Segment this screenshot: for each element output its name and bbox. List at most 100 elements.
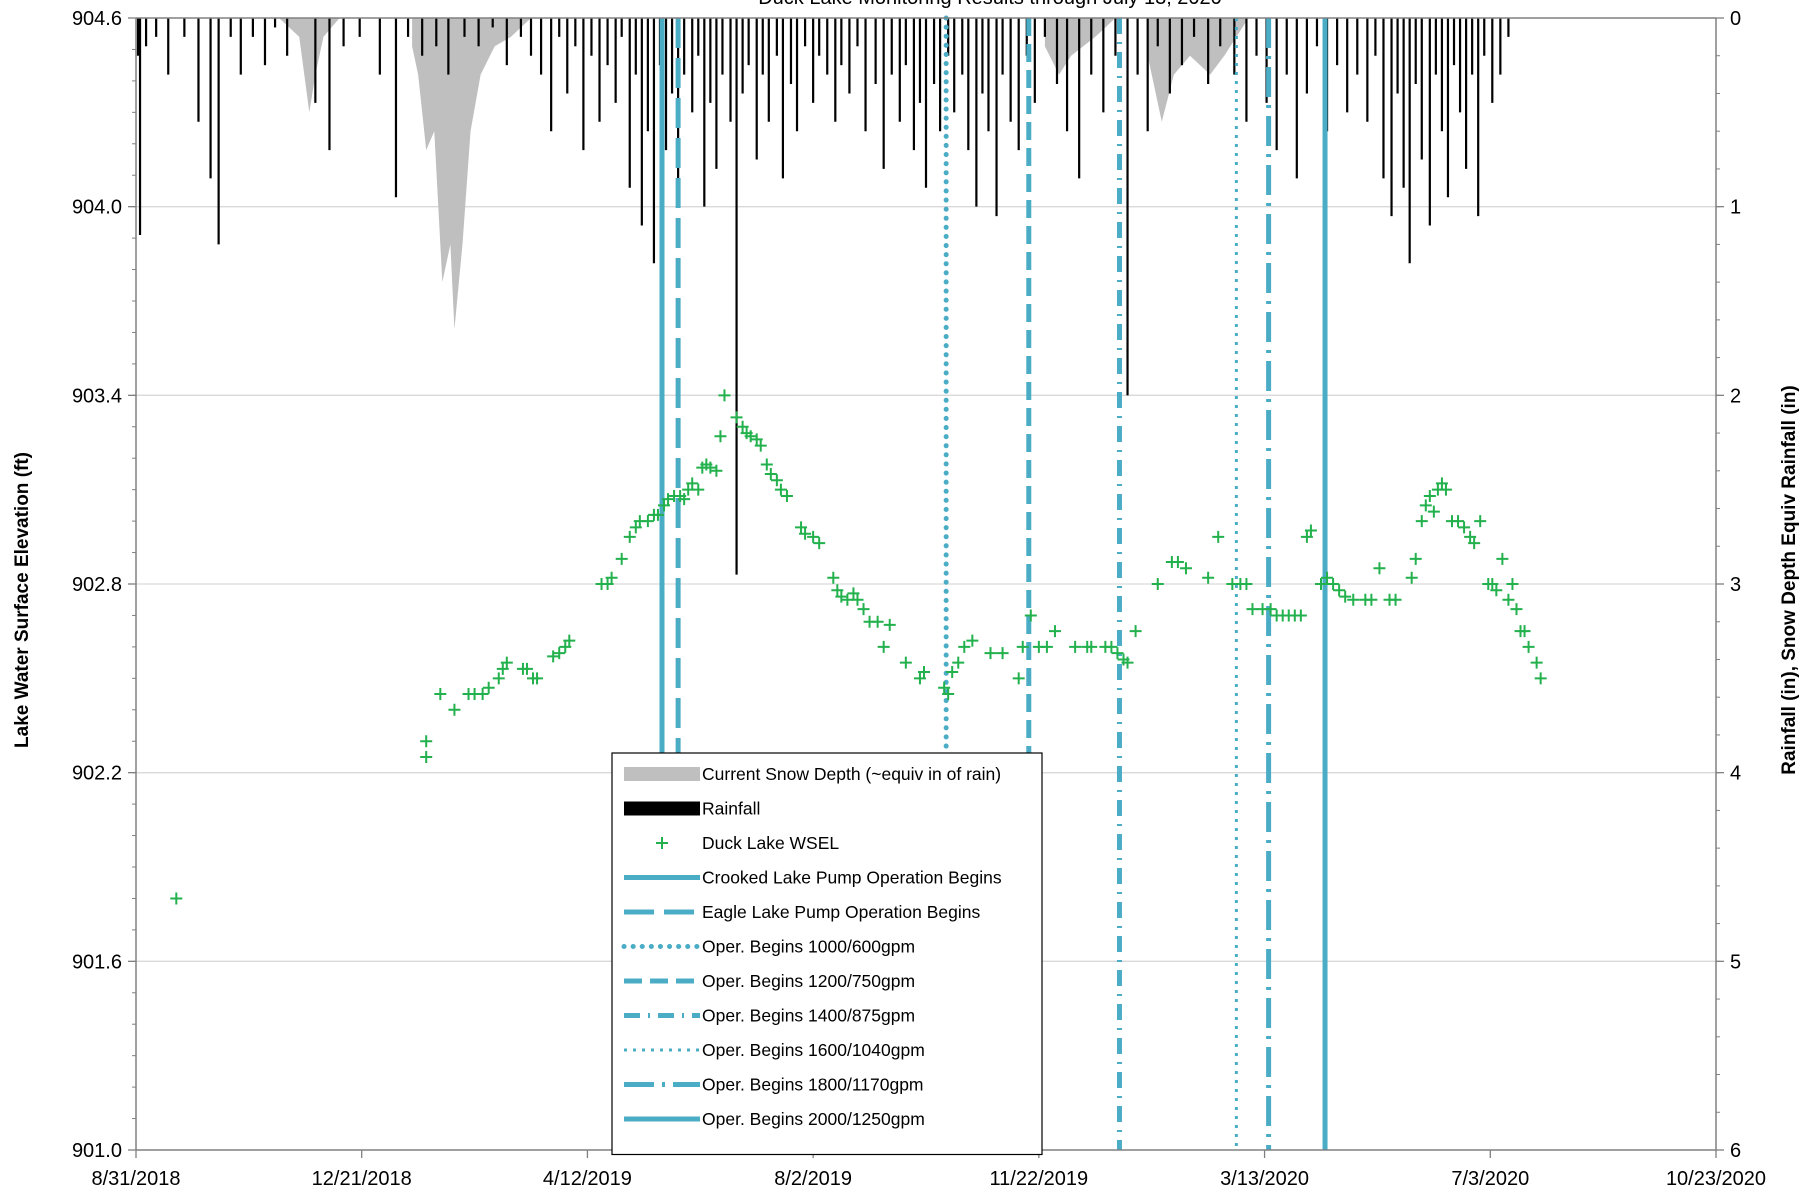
wsel-point: [913, 672, 926, 685]
wsel-point: [682, 483, 695, 496]
wsel-point: [1415, 515, 1428, 528]
legend-entry-label: Oper. Begins 1200/750gpm: [702, 971, 915, 991]
wsel-point: [1085, 640, 1098, 653]
wsel-point: [942, 688, 955, 701]
wsel-point: [605, 571, 618, 584]
legend-box: [611, 752, 1043, 1156]
wsel-point: [559, 640, 572, 653]
wsel-point: [718, 389, 731, 402]
wsel-point: [1171, 555, 1184, 568]
y2-tick-label: 6: [1730, 1140, 1741, 1162]
wsel-point: [520, 662, 533, 675]
wsel-point: [686, 477, 699, 490]
wsel-point: [1294, 609, 1307, 622]
wsel-point: [704, 461, 717, 474]
wsel-point: [678, 493, 691, 506]
wsel-point: [835, 590, 848, 603]
wsel-point: [1534, 672, 1547, 685]
wsel-point: [1427, 505, 1440, 518]
wsel-point: [1016, 640, 1029, 653]
wsel-point: [807, 530, 820, 543]
y2-tick-label: 4: [1730, 763, 1741, 785]
wsel-point: [434, 688, 447, 701]
wsel-point: [774, 483, 787, 496]
wsel-point: [1496, 552, 1509, 565]
wsel-point: [847, 587, 860, 600]
y-tick-label: 901.6: [72, 951, 122, 973]
wsel-point: [958, 640, 971, 653]
wsel-point: [857, 603, 870, 616]
wsel-point: [1327, 578, 1340, 590]
wsel-point: [1151, 578, 1164, 590]
y-tick-label: 903.4: [72, 385, 122, 407]
wsel-point: [553, 647, 566, 660]
legend-entry-label: Crooked Lake Pump Operation Begins: [702, 868, 1002, 888]
x-tick-label: 10/23/2020: [1666, 1168, 1766, 1190]
wsel-point: [952, 656, 965, 669]
chart-title: Duck Lake Monitoring Results through Jul…: [758, 0, 1222, 9]
wsel-point: [601, 578, 614, 590]
wsel-point: [662, 493, 675, 506]
y2-tick-label: 1: [1730, 197, 1741, 219]
rainfall-series: [136, 18, 1510, 575]
wsel-point: [899, 656, 912, 669]
wsel-point: [1530, 656, 1543, 669]
wsel-point: [1069, 640, 1082, 653]
y-tick-label: 901.0: [72, 1140, 122, 1162]
wsel-point: [770, 474, 783, 487]
wsel-point: [476, 688, 489, 701]
wsel-series: [170, 389, 1547, 905]
wsel-point: [1506, 578, 1519, 590]
y2-axis-label: Rainfall (in), Snow Depth Equiv Rainfall…: [1779, 385, 1800, 775]
wsel-point: [754, 439, 767, 452]
legend-swatch-snow: [624, 767, 700, 781]
legend-entry-label: Current Snow Depth (~equiv in of rain): [702, 764, 1001, 784]
wsel-point: [1452, 515, 1465, 528]
wsel-point: [799, 527, 812, 540]
y2-tick-label: 2: [1730, 385, 1741, 407]
wsel-point: [1486, 578, 1499, 590]
wsel-point: [1439, 483, 1452, 496]
wsel-point: [496, 662, 509, 675]
wsel-point: [710, 464, 723, 477]
y2-tick-label: 0: [1730, 8, 1741, 30]
x-tick-label: 7/3/2020: [1451, 1168, 1529, 1190]
wsel-point: [641, 515, 654, 528]
wsel-point: [420, 735, 433, 748]
wsel-point: [1121, 656, 1134, 669]
x-tick-label: 12/21/2018: [312, 1168, 412, 1190]
legend-entry-label: Oper. Begins 2000/1250gpm: [702, 1109, 925, 1129]
wsel-point: [1179, 562, 1192, 575]
wsel-point: [1405, 571, 1418, 584]
wsel-point: [760, 458, 773, 471]
legend: Current Snow Depth (~equiv in of rain) Ra…: [611, 752, 1043, 1156]
wsel-point: [1518, 625, 1531, 638]
x-tick-label: 8/31/2018: [92, 1168, 181, 1190]
legend-entry-label: Oper. Begins 1600/1040gpm: [702, 1040, 925, 1060]
wsel-point: [795, 521, 808, 534]
wsel-point: [851, 593, 864, 606]
wsel-point: [1464, 530, 1477, 543]
snow-depth-area: [279, 18, 1249, 330]
wsel-point: [1339, 590, 1352, 603]
wsel-point: [420, 750, 433, 763]
wsel-point: [841, 593, 854, 606]
legend-swatch-wsel: [656, 837, 668, 849]
y-axis-label: Lake Water Surface Elevation (ft): [12, 452, 33, 748]
wsel-point: [1264, 603, 1277, 616]
wsel-point: [831, 584, 844, 597]
wsel-point: [780, 489, 793, 502]
wsel-point: [651, 508, 664, 521]
legend-entry-label: Rainfall: [702, 799, 760, 819]
wsel-point: [1111, 647, 1124, 660]
wsel-point: [170, 892, 183, 905]
wsel-point: [871, 615, 884, 628]
wsel-point: [500, 656, 513, 669]
x-tick-label: 8/2/2019: [774, 1168, 852, 1190]
wsel-point: [827, 571, 840, 584]
snow-depth-series: [279, 18, 1249, 330]
y2-tick-label: 3: [1730, 574, 1741, 596]
wsel-point: [531, 672, 544, 685]
wsel-point: [1300, 530, 1313, 543]
